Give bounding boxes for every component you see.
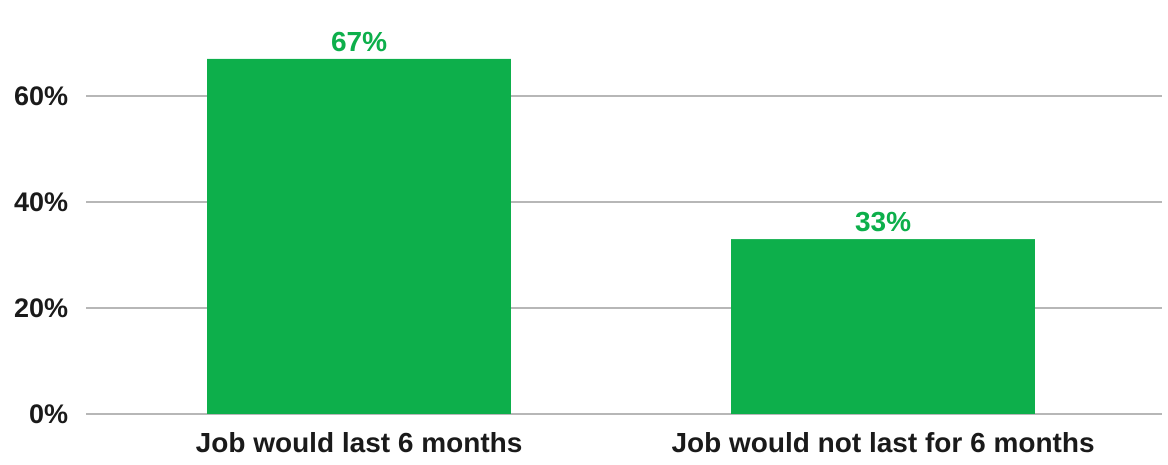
y-tick-label-40: 40% xyxy=(14,187,68,217)
y-tick-label-20: 20% xyxy=(14,293,68,323)
x-category-label-2: Job would not last for 6 months xyxy=(671,427,1094,458)
data-label-2: 33% xyxy=(855,206,911,237)
y-axis: 0% 20% 40% 60% xyxy=(14,81,68,429)
bar-1 xyxy=(207,58,511,415)
data-label-1: 67% xyxy=(331,26,387,57)
y-tick-label-60: 60% xyxy=(14,81,68,111)
data-labels: 67% 33% xyxy=(331,26,911,237)
x-category-label-1: Job would last 6 months xyxy=(196,427,523,458)
bar-2 xyxy=(731,239,1035,414)
x-axis: Job would last 6 months Job would not las… xyxy=(196,427,1095,458)
y-tick-label-0: 0% xyxy=(29,399,68,429)
bars xyxy=(207,58,1035,415)
